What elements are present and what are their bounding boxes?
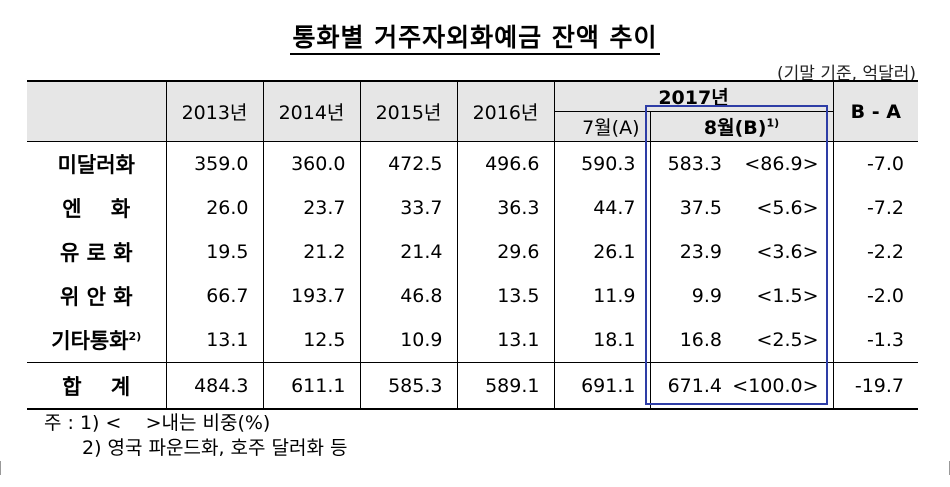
cell-2014: 360.0 [263,142,361,186]
cell-2016: 36.3 [457,186,555,230]
total-2015: 585.3 [360,362,458,409]
title-text: 통화별 거주자외화예금 잔액 추이 [290,23,660,55]
table-row: 미달러화 359.0 360.0 472.5 496.6 590.3 583.3 <86.9>… [27,142,918,186]
page-title: 통화별 거주자외화예금 잔액 추이 [0,18,950,55]
header-2016: 2016년 [457,81,555,142]
cell-2014: 23.7 [263,186,361,230]
header-2015: 2015년 [360,81,458,142]
row-name-sup: 2) [128,330,142,343]
cell-diff: -7.0 [866,153,905,175]
cell-aug: 9.9 [691,285,722,307]
cell-2015: 21.4 [360,230,458,274]
cell-ratio: <5.6> [730,186,834,230]
header-rule [27,141,919,142]
row-name: 기타통화2) [27,318,167,363]
total-body: 합 계 484.3 611.1 585.3 589.1 691.1 671.4 … [27,362,919,409]
header-2014: 2014년 [263,81,361,142]
cell-2013: 19.5 [166,230,264,274]
cell-2015: 10.9 [360,318,458,363]
cell-2013: 66.7 [166,274,264,318]
total-name: 합 계 [27,362,167,409]
row-name-text: 기타통화 [51,329,129,353]
footnote-1: 주 : 1) < >내는 비중(%) [44,412,271,434]
cell-2014: 21.2 [263,230,361,274]
row-name-text: 미달러화 [57,153,135,177]
deposit-table: 2013년 2014년 2015년 2016년 2017년 B - A 7월(A… [27,80,919,410]
header-july: 7월(A) [554,111,651,142]
cell-aug: 23.9 [679,241,722,263]
cell-july: 44.7 [554,186,651,230]
cell-diff: -2.0 [866,285,905,307]
cell-diff: -7.2 [866,197,905,219]
cell-2013: 13.1 [166,318,264,363]
header-aug: 8월(B)1) [650,111,834,142]
row-name-text: 유 로 화 [59,241,133,265]
cell-july: 26.1 [554,230,651,274]
header-aug-text: 8월(B) [703,117,767,139]
total-diff: -19.7 [833,362,919,409]
table-row: 유 로 화 19.5 21.2 21.4 29.6 26.1 23.9 <3.6> -2.2 [27,230,918,274]
cell-july: 590.3 [554,142,651,186]
corner-mark-left [0,461,2,475]
header-july-text: 7월(A) [582,117,640,139]
total-2013: 484.3 [166,362,264,409]
cell-2016: 29.6 [457,230,555,274]
total-row: 합 계 484.3 611.1 585.3 589.1 691.1 671.4 … [27,362,919,409]
cell-2016: 13.5 [457,274,555,318]
cell-ratio: <3.6> [730,230,834,274]
cell-2016: 13.1 [457,318,555,363]
cell-ratio: <1.5> [730,274,834,318]
header-aug-sup: 1) [766,116,780,130]
cell-2016: 496.6 [457,142,555,186]
cell-2013: 359.0 [166,142,264,186]
row-name-text: 위 안 화 [59,285,133,309]
cell-2015: 46.8 [360,274,458,318]
cell-2014: 193.7 [263,274,361,318]
header-2013: 2013년 [166,81,264,142]
header-blank [27,81,167,142]
cell-2015: 472.5 [360,142,458,186]
total-2014: 611.1 [263,362,361,409]
cell-2014: 12.5 [263,318,361,363]
table-row: 위 안 화 66.7 193.7 46.8 13.5 11.9 9.9 <1.5> -2.0 [27,274,918,318]
total-aug: 671.4 [650,362,730,409]
table-row: 기타통화2) 13.1 12.5 10.9 13.1 18.1 16.8 <2.5> -1.3 [27,318,918,363]
row-name: 미달러화 [27,142,167,186]
row-name-text: 엔 화 [62,197,131,221]
row-name: 엔 화 [27,186,167,230]
cell-diff: -1.3 [866,329,905,351]
total-july: 691.1 [554,362,651,409]
cell-ratio: <2.5> [730,318,834,363]
total-ratio: <100.0> [730,362,834,409]
unit-label: (기말 기준, 억달러) [777,64,916,84]
header-diff: B - A [833,81,919,142]
cell-diff: -2.2 [866,241,905,263]
table-body: 미달러화 359.0 360.0 472.5 496.6 590.3 583.3 <86.9>… [27,142,918,363]
cell-aug: 16.8 [679,329,722,351]
table-row: 엔 화 26.0 23.7 33.7 36.3 44.7 37.5 <5.6> -7.2 [27,186,918,230]
row-name: 유 로 화 [27,230,167,274]
cell-2015: 33.7 [360,186,458,230]
header-row-2: 7월(A) 8월(B)1) [27,111,918,142]
row-name: 위 안 화 [27,274,167,318]
cell-aug: 583.3 [667,153,722,175]
header-row-1: 2013년 2014년 2015년 2016년 2017년 B - A [27,81,919,142]
cell-aug: 37.5 [679,197,722,219]
total-2016: 589.1 [457,362,555,409]
cell-ratio: <86.9> [730,142,834,186]
cell-july: 18.1 [554,318,651,363]
cell-july: 11.9 [554,274,651,318]
cell-2013: 26.0 [166,186,264,230]
footnote-2: 2) 영국 파운드화, 호주 달러화 등 [82,437,348,459]
header-2017: 2017년 [554,81,834,112]
